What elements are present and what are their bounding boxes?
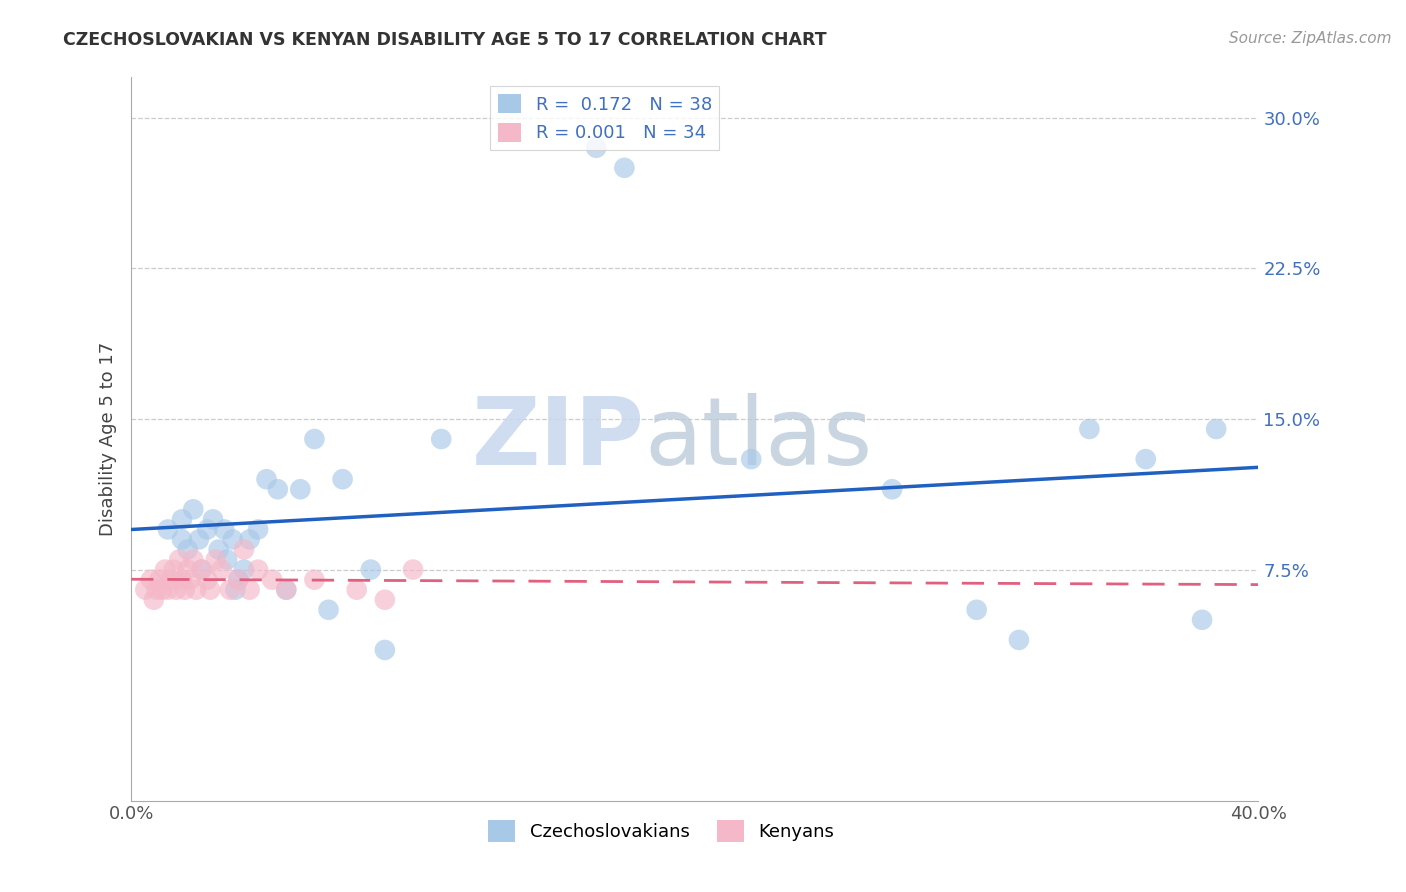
Point <box>233 542 256 557</box>
Point <box>218 582 240 597</box>
Point <box>239 582 262 597</box>
Text: Source: ZipAtlas.com: Source: ZipAtlas.com <box>1229 31 1392 46</box>
Point <box>374 643 396 657</box>
Point <box>170 512 193 526</box>
Point <box>585 141 607 155</box>
Point <box>1135 452 1157 467</box>
Point <box>179 573 201 587</box>
Point <box>215 552 238 566</box>
Point <box>233 563 256 577</box>
Point <box>247 563 270 577</box>
Legend: R =  0.172   N = 38, R = 0.001   N = 34: R = 0.172 N = 38, R = 0.001 N = 34 <box>491 87 718 150</box>
Point <box>256 472 278 486</box>
Point <box>165 582 187 597</box>
Point <box>332 472 354 486</box>
Point <box>176 542 198 557</box>
Point <box>276 582 298 597</box>
Point <box>145 582 167 597</box>
Point <box>195 523 218 537</box>
Point <box>167 552 190 566</box>
Y-axis label: Disability Age 5 to 17: Disability Age 5 to 17 <box>100 342 117 536</box>
Point <box>207 542 229 557</box>
Point <box>267 482 290 496</box>
Point <box>374 592 396 607</box>
Point <box>318 603 340 617</box>
Point <box>156 582 179 597</box>
Point <box>170 533 193 547</box>
Text: ZIP: ZIP <box>471 393 644 485</box>
Point <box>613 161 636 175</box>
Point <box>228 573 250 587</box>
Point <box>181 502 204 516</box>
Point <box>150 582 173 597</box>
Point <box>190 563 212 577</box>
Point <box>201 512 224 526</box>
Point <box>170 573 193 587</box>
Point <box>1008 632 1031 647</box>
Point <box>222 533 245 547</box>
Point <box>204 552 226 566</box>
Point <box>153 563 176 577</box>
Point <box>173 582 195 597</box>
Point <box>247 523 270 537</box>
Point <box>262 573 284 587</box>
Point <box>1078 422 1101 436</box>
Point <box>966 603 988 617</box>
Point <box>1205 422 1227 436</box>
Point <box>346 582 368 597</box>
Point <box>1191 613 1213 627</box>
Point <box>740 452 762 467</box>
Point <box>402 563 425 577</box>
Point <box>195 573 218 587</box>
Point <box>181 552 204 566</box>
Point <box>156 523 179 537</box>
Point <box>134 582 156 597</box>
Point <box>142 592 165 607</box>
Text: atlas: atlas <box>644 393 872 485</box>
Point <box>228 573 250 587</box>
Point <box>187 533 209 547</box>
Point <box>162 563 184 577</box>
Point <box>159 573 181 587</box>
Point <box>176 563 198 577</box>
Text: CZECHOSLOVAKIAN VS KENYAN DISABILITY AGE 5 TO 17 CORRELATION CHART: CZECHOSLOVAKIAN VS KENYAN DISABILITY AGE… <box>63 31 827 49</box>
Point <box>360 563 382 577</box>
Point <box>882 482 904 496</box>
Point <box>225 582 247 597</box>
Point <box>430 432 453 446</box>
Point <box>198 582 221 597</box>
Point <box>209 563 232 577</box>
Point <box>184 582 207 597</box>
Point <box>190 563 212 577</box>
Point <box>212 523 235 537</box>
Point <box>139 573 162 587</box>
Point <box>290 482 312 496</box>
Point <box>276 582 298 597</box>
Point <box>304 432 326 446</box>
Point <box>148 573 170 587</box>
Point <box>304 573 326 587</box>
Point <box>239 533 262 547</box>
